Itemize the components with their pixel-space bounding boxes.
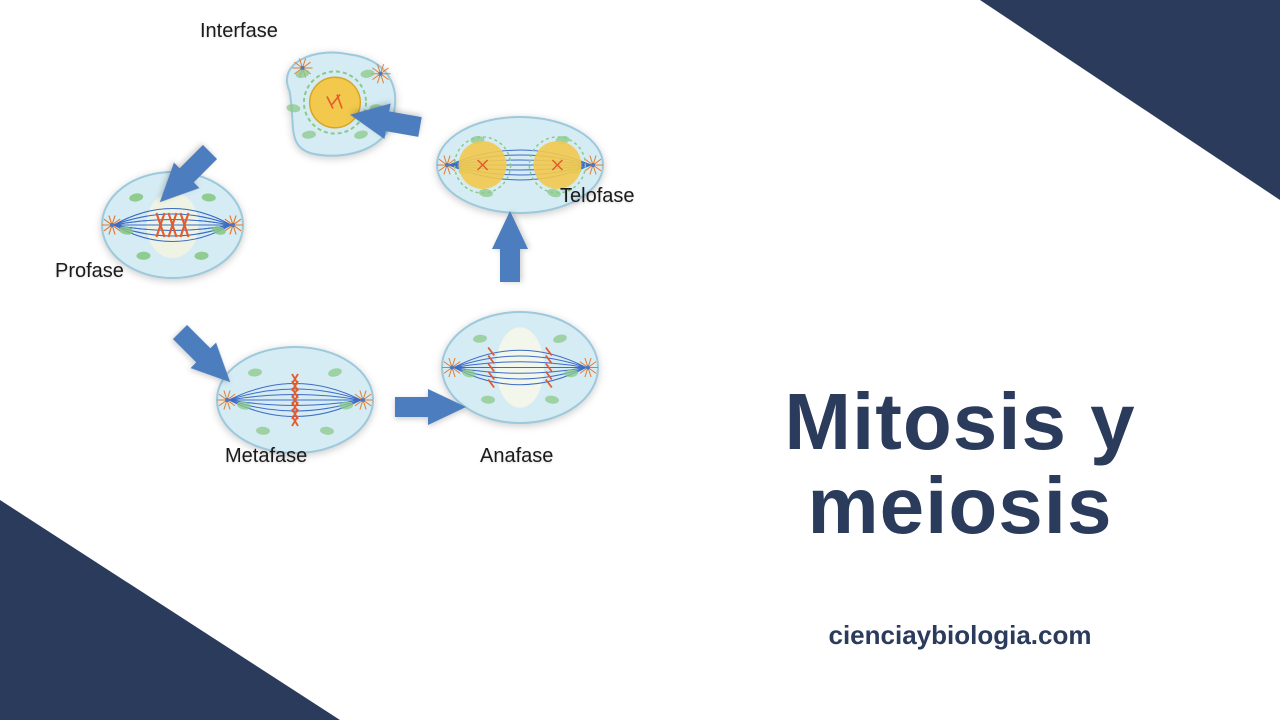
label-interfase: Interfase [200,20,278,43]
corner-triangle-bottom [0,500,340,720]
arrow-anafase-telofase [488,207,532,282]
diagram-stage: InterfaseProfaseMetafaseAnafaseTelofase … [0,0,1280,720]
label-anafase: Anafase [480,445,553,468]
label-profase: Profase [55,260,124,283]
arrow-metafase-anafase [395,385,470,429]
subtitle: cienciaybiologia.com [700,620,1220,651]
title-line2: meiosis [700,464,1220,548]
title-line1: Mitosis y [700,380,1220,464]
label-telofase: Telofase [560,185,635,208]
corner-triangle-top [980,0,1280,200]
title-block: Mitosis y meiosis [700,380,1220,548]
label-metafase: Metafase [225,445,307,468]
